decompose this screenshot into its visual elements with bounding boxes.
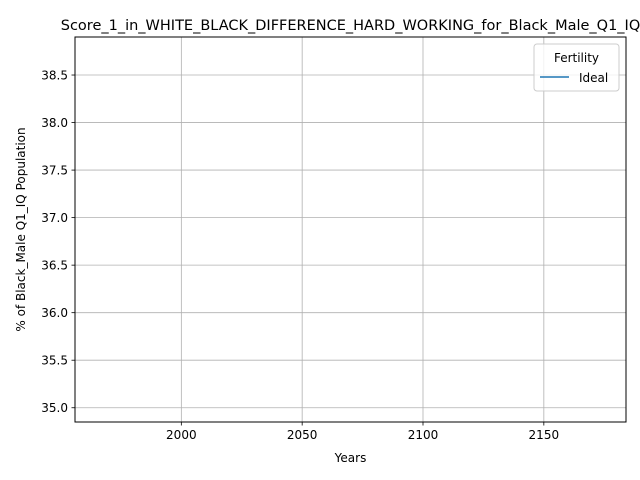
y-tick-label: 37.0 — [41, 211, 68, 225]
y-tick-label: 38.5 — [41, 69, 68, 83]
x-axis-label: Years — [334, 451, 367, 465]
x-tick-label: 2100 — [408, 428, 439, 442]
axis-ticks: 2000 2050 2100 2150 35.0 35.5 36.0 36.5 37.0 37.5… — [41, 69, 559, 442]
x-tick-label: 2000 — [166, 428, 197, 442]
y-tick-label: 36.5 — [41, 259, 68, 273]
legend-title: Fertility — [554, 51, 599, 65]
x-tick-label: 2150 — [529, 428, 560, 442]
chart-title: Score_1_in_WHITE_BLACK_DIFFERENCE_HARD_W… — [61, 18, 640, 34]
plot-area — [74, 36, 627, 423]
legend-label-ideal: Ideal — [579, 71, 608, 85]
y-axis-label: % of Black_Male Q1_IQ Population — [14, 127, 28, 331]
y-tick-label: 38.0 — [41, 116, 68, 130]
grid-lines — [75, 37, 626, 422]
legend: Fertility Ideal — [533, 43, 620, 92]
y-tick-label: 36.0 — [41, 306, 68, 320]
legend-box — [533, 43, 620, 92]
y-tick-label: 35.5 — [41, 354, 68, 368]
y-tick-label: 37.5 — [41, 164, 68, 178]
x-tick-label: 2050 — [287, 428, 318, 442]
y-tick-label: 35.0 — [41, 401, 68, 415]
